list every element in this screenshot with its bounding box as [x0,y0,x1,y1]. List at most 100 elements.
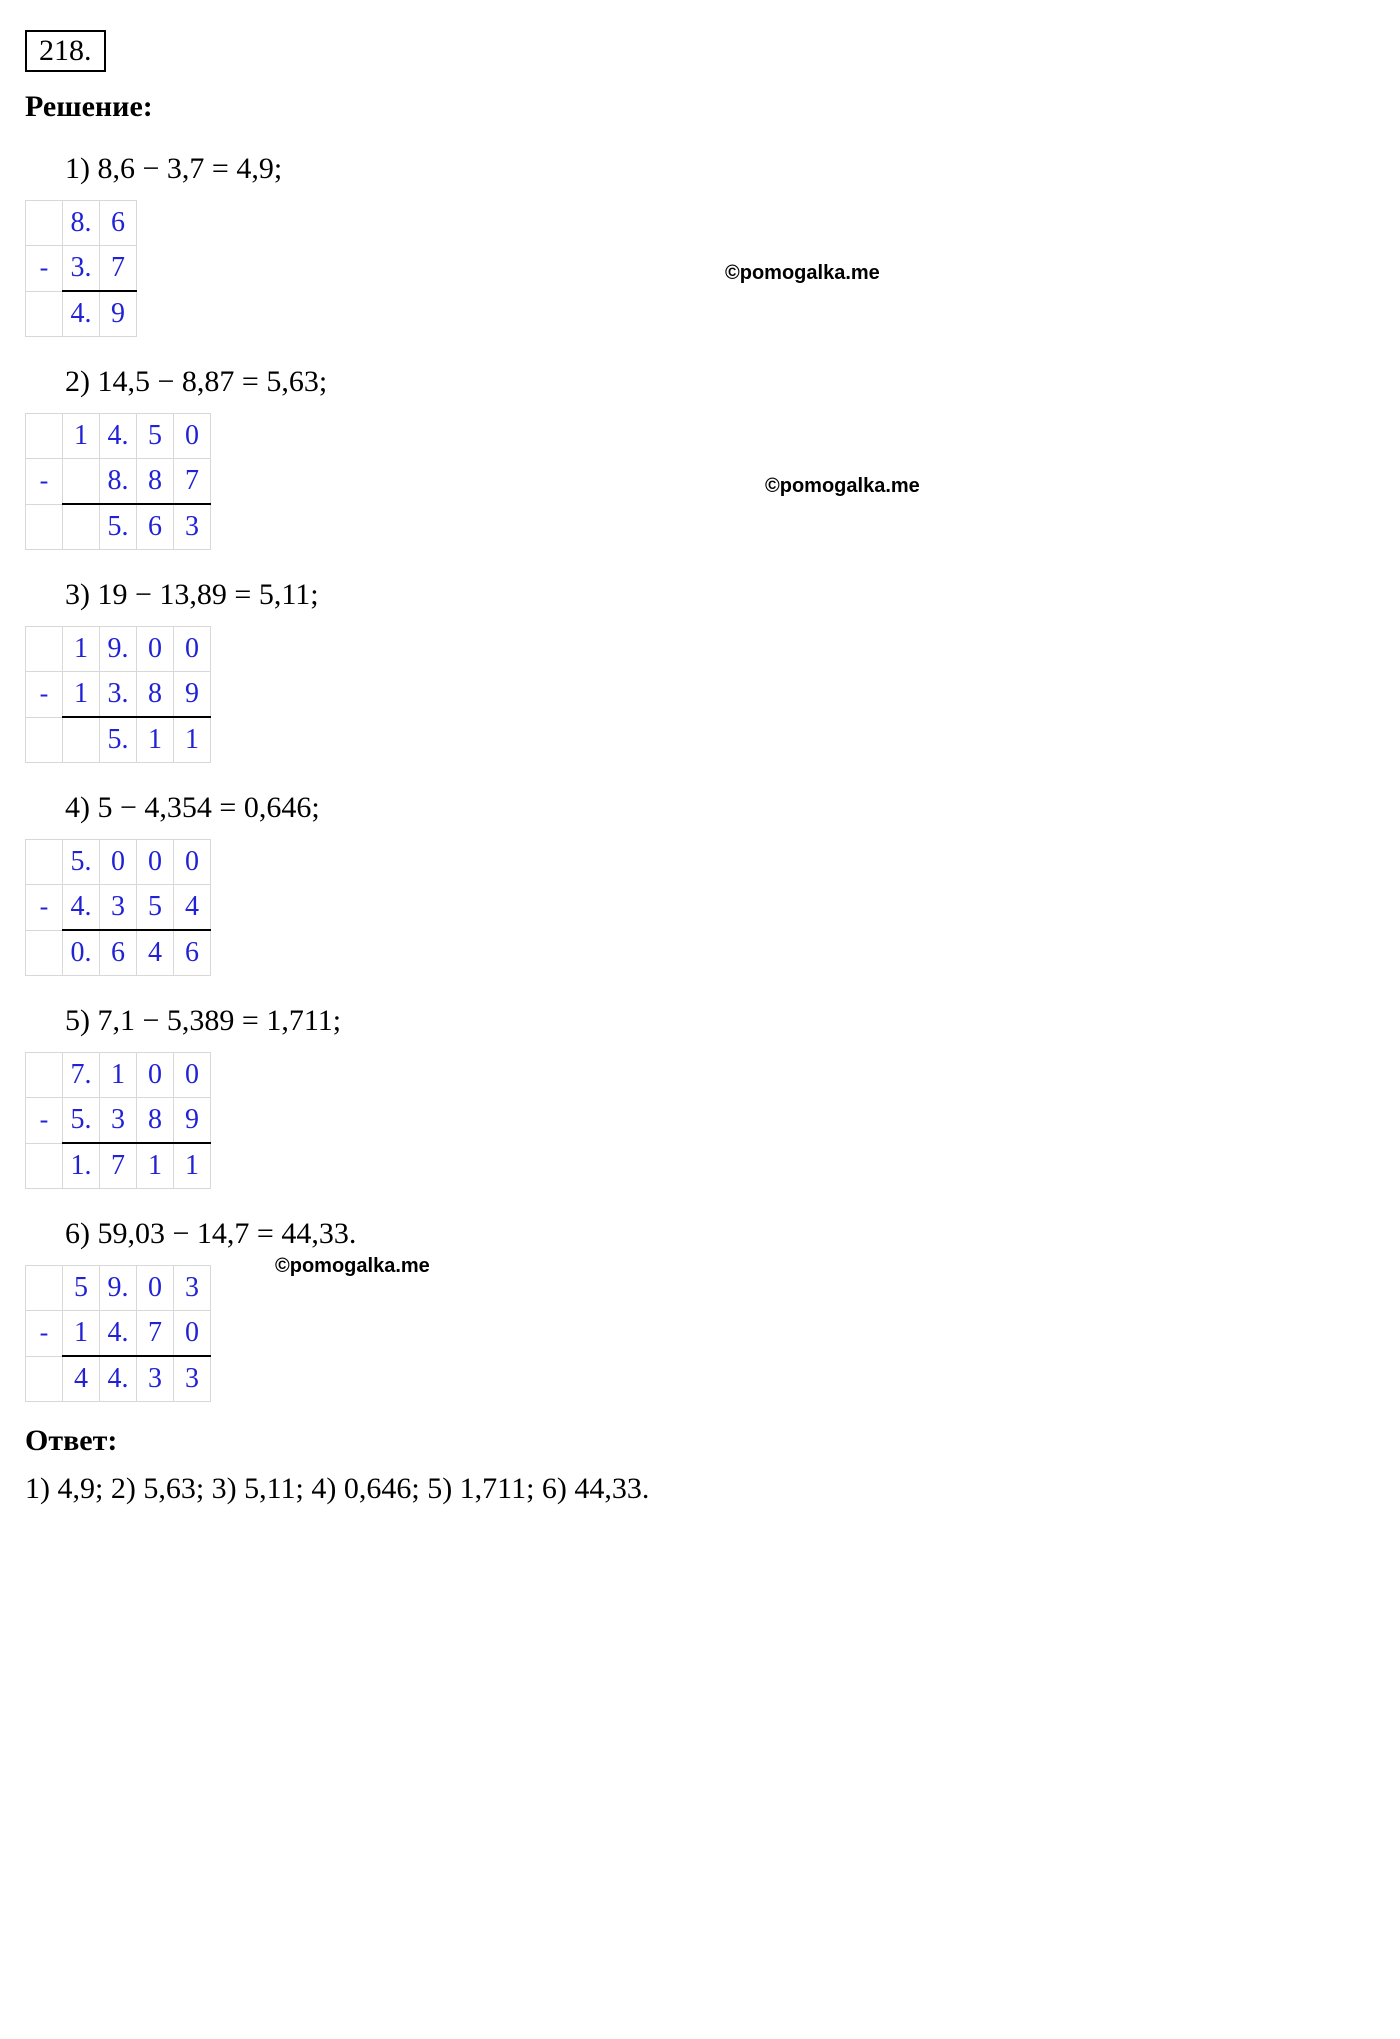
sign-cell [26,1143,63,1189]
equation-line: 2) 14,5 − 8,87 = 5,63; [65,365,1370,399]
sign-cell [26,504,63,550]
digit-cell: 8. [63,201,100,246]
digit-cell: 4. [63,885,100,931]
digit-cell: 5 [63,1266,100,1311]
digit-cell: 4. [63,291,100,337]
digit-cell: 3 [174,504,211,550]
sign-cell [26,414,63,459]
equation-line: 1) 8,6 − 3,7 = 4,9; [65,152,1370,186]
sign-cell [26,1356,63,1402]
digit-cell: 0 [174,627,211,672]
digit-cell: 1 [63,1311,100,1357]
digit-cell: 3 [174,1266,211,1311]
solution-item: 6) 59,03 − 14,7 = 44,33.59.03-14.7044.33… [25,1217,1370,1402]
solution-item: 1) 8,6 − 3,7 = 4,9; 8.6-3.74.9 ©pomogalka.… [25,152,1370,337]
equation-line: 5) 7,1 − 5,389 = 1,711; [65,1004,1370,1038]
digit-cell: 8 [137,459,174,505]
digit-cell: 8 [137,672,174,718]
digit-cell: 1 [137,717,174,763]
columnar-subtraction: 8.6-3.74.9 [25,200,137,337]
digit-cell: 6 [137,504,174,550]
sign-cell [26,627,63,672]
digit-cell: 5 [137,414,174,459]
sign-cell: - [26,885,63,931]
columnar-subtraction: 5.000-4.3540.646 [25,839,211,976]
digit-cell: 0 [137,1053,174,1098]
equation-line: 4) 5 − 4,354 = 0,646; [65,791,1370,825]
digit-cell: 0 [174,1311,211,1357]
digit-cell: 1 [63,414,100,459]
digit-cell: 1. [63,1143,100,1189]
sign-cell [26,840,63,885]
columnar-subtraction: 14.50 -8.87 5.63 [25,413,211,550]
sign-cell [26,717,63,763]
digit-cell: 5. [63,840,100,885]
digit-cell: 4. [100,1356,137,1402]
digit-cell: 5. [63,1098,100,1144]
digit-cell: 9 [100,291,137,337]
watermark: ©pomogalka.me [275,1255,430,1278]
digit-cell: 4. [100,1311,137,1357]
digit-cell: 3 [137,1356,174,1402]
digit-cell: 5. [100,504,137,550]
sign-cell [26,291,63,337]
columnar-subtraction: 19.00-13.895.11 [25,626,211,763]
digit-cell: 3. [63,246,100,292]
digit-cell: 0 [137,1266,174,1311]
answer-title: Ответ: [25,1424,1370,1458]
digit-cell: 7 [100,246,137,292]
sign-cell: - [26,246,63,292]
sign-cell: - [26,459,63,505]
solution-item: 4) 5 − 4,354 = 0,646;5.000-4.3540.646 [25,791,1370,976]
digit-cell: 5 [137,885,174,931]
digit-cell: 0 [137,840,174,885]
digit-cell: 6 [100,930,137,976]
sign-cell: - [26,1098,63,1144]
digit-cell: 9. [100,1266,137,1311]
watermark: ©pomogalka.me [765,475,920,498]
digit-cell: 0 [174,1053,211,1098]
digit-cell: 1 [63,627,100,672]
digit-cell: 4. [100,414,137,459]
digit-cell: 0 [100,840,137,885]
digit-cell: 1 [63,672,100,718]
section-title: Решение: [25,90,1370,124]
digit-cell: 0 [137,627,174,672]
digit-cell: 1 [100,1053,137,1098]
columnar-subtraction: 59.03-14.7044.33 [25,1265,211,1402]
digit-cell: 7 [100,1143,137,1189]
digit-cell: 9 [174,672,211,718]
digit-cell: 4 [137,930,174,976]
equation-line: 6) 59,03 − 14,7 = 44,33. [65,1217,1370,1251]
digit-cell: 3 [174,1356,211,1402]
solution-item: 2) 14,5 − 8,87 = 5,63; 14.50 -8.87 5.63 ©pom… [25,365,1370,550]
digit-cell: 1 [174,1143,211,1189]
solution-item: 3) 19 − 13,89 = 5,11;19.00-13.895.11 [25,578,1370,763]
digit-cell: 4 [174,885,211,931]
digit-cell: 7 [137,1311,174,1357]
digit-cell: 6 [174,930,211,976]
digit-cell [63,504,100,550]
sign-cell: - [26,672,63,718]
digit-cell: 5. [100,717,137,763]
digit-cell: 9 [174,1098,211,1144]
digit-cell: 3. [100,672,137,718]
digit-cell [63,459,100,505]
solution-item: 5) 7,1 − 5,389 = 1,711;7.100-5.3891.711 [25,1004,1370,1189]
digit-cell: 0 [174,840,211,885]
digit-cell: 8. [100,459,137,505]
digit-cell: 7 [174,459,211,505]
task-number-box: 218. [25,30,106,72]
items-container: 1) 8,6 − 3,7 = 4,9;8.6-3.74.9©pomogalka.… [25,152,1370,1402]
sign-cell: - [26,1311,63,1357]
columnar-subtraction: 7.100-5.3891.711 [25,1052,211,1189]
digit-cell: 0 [174,414,211,459]
digit-cell: 8 [137,1098,174,1144]
sign-cell [26,930,63,976]
watermark: ©pomogalka.me [725,262,880,285]
sign-cell [26,1266,63,1311]
digit-cell: 1 [174,717,211,763]
sign-cell [26,1053,63,1098]
digit-cell: 3 [100,1098,137,1144]
digit-cell: 3 [100,885,137,931]
